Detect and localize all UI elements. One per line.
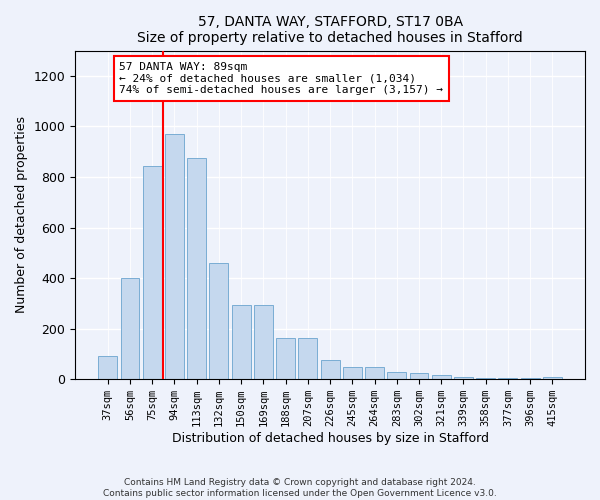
Bar [165, 134, 184, 379]
Bar [209, 263, 229, 379]
Bar [187, 158, 206, 379]
Bar [476, 378, 495, 379]
Text: 57 DANTA WAY: 89sqm
← 24% of detached houses are smaller (1,034)
74% of semi-det: 57 DANTA WAY: 89sqm ← 24% of detached ho… [119, 62, 443, 95]
Bar [276, 338, 295, 379]
Bar [365, 367, 384, 379]
X-axis label: Distribution of detached houses by size in Stafford: Distribution of detached houses by size … [172, 432, 488, 445]
Bar [432, 374, 451, 379]
Bar [232, 304, 251, 379]
Bar [343, 366, 362, 379]
Title: 57, DANTA WAY, STAFFORD, ST17 0BA
Size of property relative to detached houses i: 57, DANTA WAY, STAFFORD, ST17 0BA Size o… [137, 15, 523, 45]
Bar [320, 360, 340, 379]
Bar [121, 278, 139, 379]
Bar [254, 304, 273, 379]
Text: Contains HM Land Registry data © Crown copyright and database right 2024.
Contai: Contains HM Land Registry data © Crown c… [103, 478, 497, 498]
Bar [521, 378, 539, 379]
Bar [143, 166, 161, 379]
Bar [543, 376, 562, 379]
Bar [499, 378, 517, 379]
Bar [410, 373, 428, 379]
Bar [454, 376, 473, 379]
Bar [388, 372, 406, 379]
Bar [98, 356, 117, 379]
Bar [298, 338, 317, 379]
Y-axis label: Number of detached properties: Number of detached properties [15, 116, 28, 314]
